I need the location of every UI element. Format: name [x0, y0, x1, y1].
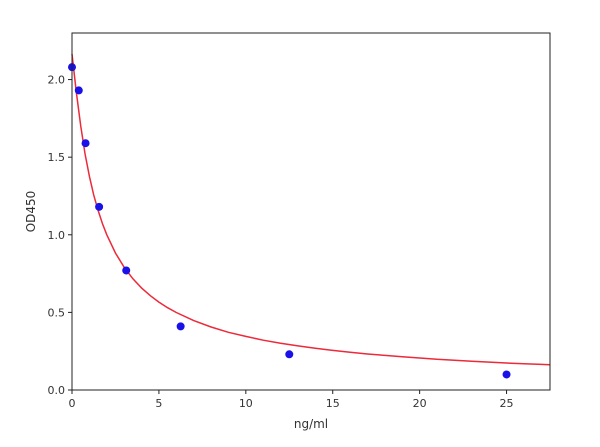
y-axis-label: OD450: [24, 191, 38, 233]
x-tick-label: 10: [239, 397, 253, 410]
data-point: [81, 139, 90, 148]
data-point: [74, 86, 83, 95]
fit-curve-line: [71, 53, 551, 366]
data-point: [285, 350, 294, 359]
data-point: [95, 202, 104, 211]
tick-labels: 0 5 10 15 20 25 0.0 0.5 1.0 1.5 2.0: [48, 74, 514, 410]
y-tick-label: 2.0: [48, 74, 66, 87]
x-tick-label: 20: [413, 397, 427, 410]
data-point: [122, 266, 131, 275]
x-tick-label: 15: [326, 397, 340, 410]
tick-marks: [68, 79, 508, 394]
data-point: [502, 370, 511, 379]
x-axis-label: ng/ml: [294, 417, 328, 431]
data-points: [68, 63, 511, 379]
y-tick-label: 1.0: [48, 229, 66, 242]
y-tick-label: 1.5: [48, 151, 66, 164]
y-tick-label: 0.5: [48, 306, 66, 319]
x-tick-label: 25: [500, 397, 514, 410]
data-point: [176, 322, 185, 331]
y-tick-label: 0.0: [48, 384, 66, 397]
x-tick-label: 5: [155, 397, 162, 410]
plot-frame: [71, 32, 551, 391]
x-tick-label: 0: [69, 397, 76, 410]
